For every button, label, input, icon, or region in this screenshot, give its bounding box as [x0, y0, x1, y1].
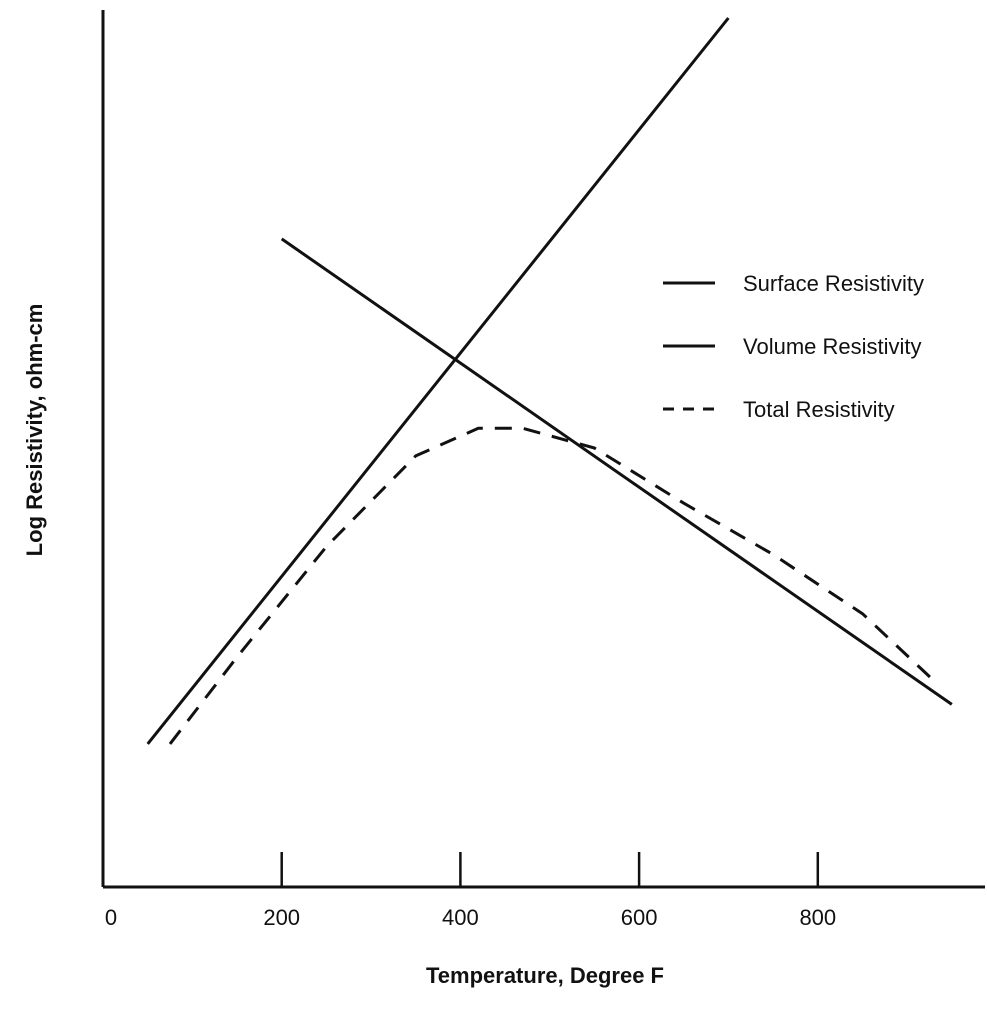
x-axis-title: Temperature, Degree F — [426, 963, 664, 988]
x-tick-label: 0 — [105, 905, 117, 930]
plot-area — [146, 17, 953, 745]
legend-label: Volume Resistivity — [743, 334, 922, 359]
x-tick-label: 800 — [799, 905, 836, 930]
series-line-volume-resistivity — [280, 237, 953, 706]
x-tick-label: 200 — [263, 905, 300, 930]
y-axis-title: Log Resistivity, ohm-cm — [22, 304, 47, 557]
series-line-surface-resistivity — [146, 17, 730, 745]
series-line-total-resistivity — [168, 426, 936, 745]
legend: Surface Resistivity Volume Resistivity Tot… — [663, 271, 924, 422]
axes: 0 200 400 600 800 — [101, 10, 985, 930]
legend-label: Total Resistivity — [743, 397, 895, 422]
x-tick-label: 400 — [442, 905, 479, 930]
legend-label: Surface Resistivity — [743, 271, 924, 296]
x-tick-label: 600 — [621, 905, 658, 930]
